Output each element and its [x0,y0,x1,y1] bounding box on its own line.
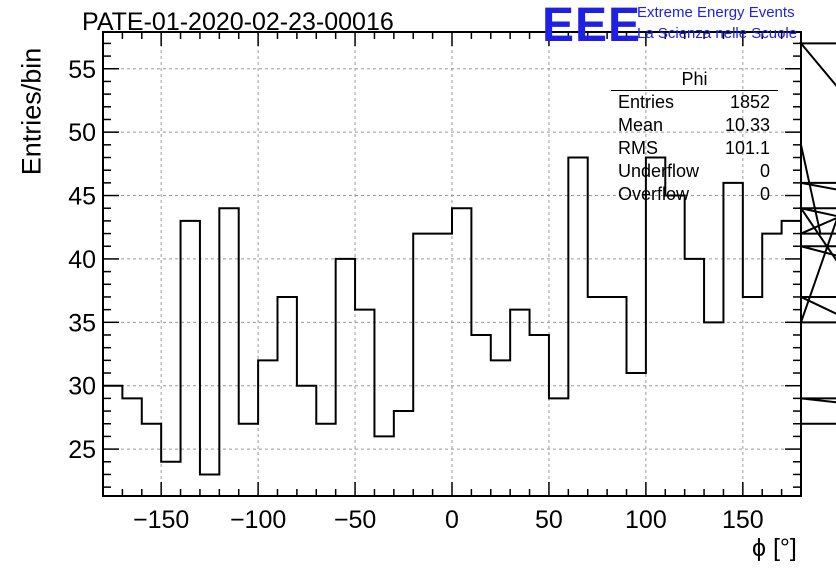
stats-label: Entries [618,92,675,112]
stats-value: 10.33 [724,115,770,135]
histogram-line [103,42,836,476]
eee-logo: EEE [542,0,642,52]
y-tick-label: 35 [68,309,96,337]
x-tick-label: 100 [625,506,667,534]
x-axis-label: ϕ [°] [752,534,797,562]
stats-row: RMS 101.1 [611,137,778,160]
y-tick-label: 55 [68,56,96,84]
y-tick-label: 45 [68,183,96,211]
stats-value: 1852 [729,92,770,112]
x-tick-label: −150 [133,506,189,534]
x-tick-label: 150 [722,506,764,534]
chart-title: PATE-01-2020-02-23-00016 [82,8,394,36]
stats-label: Underflow [618,161,700,181]
y-tick-label: 25 [68,436,96,464]
x-tick-label: 50 [535,506,563,534]
stats-row: Overflow 0 [611,183,778,206]
y-tick-label: 40 [68,246,96,274]
x-tick-label: −100 [230,506,286,534]
y-tick-label: 50 [68,119,96,147]
x-tick-label: 0 [445,506,459,534]
stats-label: RMS [618,138,658,158]
stats-name: Phi [611,68,778,91]
stats-label: Overflow [618,184,690,204]
stats-row: Mean 10.33 [611,114,778,137]
stats-value: 0 [759,184,770,204]
y-axis-label: Entries/bin [16,47,47,176]
stats-box: Phi Entries 1852 Mean 10.33 RMS 101.1 Un… [611,68,778,206]
logo-subtitle-1: Extreme Energy Events [637,4,795,21]
stats-row: Underflow 0 [611,160,778,183]
stats-value: 101.1 [724,138,770,158]
stats-value: 0 [759,161,770,181]
logo-subtitle-2: La Scienza nelle Scuole [637,25,798,42]
x-tick-label: −50 [334,506,376,534]
y-tick-label: 30 [68,373,96,401]
stats-row: Entries 1852 [611,91,778,114]
stats-label: Mean [618,115,664,135]
